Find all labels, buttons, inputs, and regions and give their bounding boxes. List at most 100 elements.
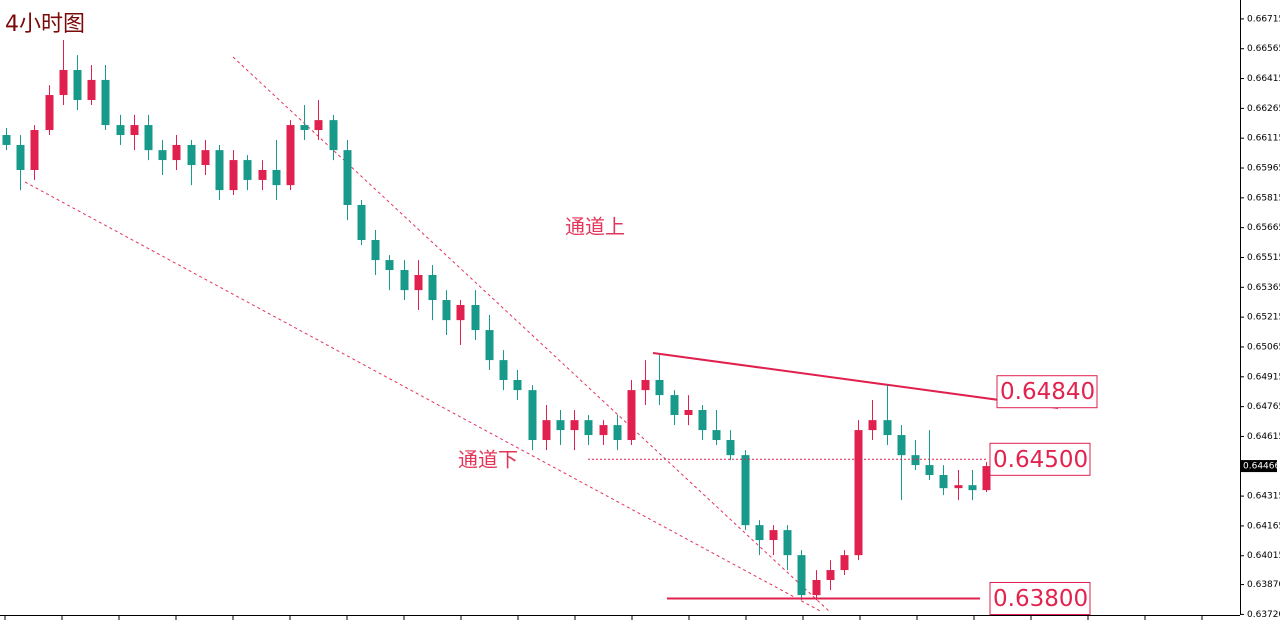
candle-body [272, 170, 281, 186]
y-tick-label: 0.65065 [1247, 342, 1280, 352]
candle-body [726, 440, 735, 456]
candle-body [286, 125, 295, 186]
candle-body [641, 379, 650, 391]
y-tick-label: 0.66565 [1247, 44, 1280, 54]
candle-body [456, 305, 465, 321]
candle-body [314, 120, 323, 131]
candle-body [599, 425, 608, 436]
candle-body [712, 430, 721, 441]
level-label: 0.63800 [993, 586, 1088, 612]
candle-body [371, 239, 380, 261]
candle-body [840, 555, 849, 571]
candle-body [897, 435, 906, 456]
candle-body [968, 485, 977, 491]
candle-body [911, 455, 920, 466]
candle-body [87, 79, 96, 101]
candle-body [201, 150, 210, 166]
candle-body [229, 160, 238, 191]
candle-body [698, 410, 707, 431]
candle-body [925, 465, 934, 476]
candle-body [954, 485, 963, 489]
candle-body [854, 430, 863, 556]
candles [2, 39, 991, 601]
candle-body [556, 420, 565, 431]
annotation: 通道上 [565, 215, 625, 239]
candle-body [982, 466, 991, 491]
candle-body [939, 475, 948, 489]
y-tick-label: 0.64765 [1247, 402, 1280, 412]
candle-body [357, 205, 366, 240]
candle-body [769, 530, 778, 541]
y-tick-label: 0.64615 [1247, 432, 1280, 442]
candle-body [868, 420, 877, 431]
candle-body [684, 410, 693, 415]
candle-body [258, 170, 267, 180]
y-tick-label: 0.64915 [1247, 372, 1280, 382]
resistance-line [652, 352, 1059, 409]
current-price-box [1241, 460, 1277, 473]
upper-channel-line [232, 56, 831, 613]
y-tick-label: 0.65815 [1247, 193, 1280, 203]
y-tick-label: 0.66415 [1247, 74, 1280, 84]
candle-body [670, 395, 679, 415]
candle-body [329, 120, 338, 151]
candle-body [343, 150, 352, 205]
y-tick-label: 0.65515 [1247, 253, 1280, 263]
candle-body [812, 580, 821, 596]
y-tick-label: 0.65215 [1247, 313, 1280, 323]
candle-body [59, 69, 68, 96]
candle-body [442, 300, 451, 321]
candle-body [755, 525, 764, 541]
level-box [996, 375, 1098, 409]
y-tick-label: 0.65665 [1247, 223, 1280, 233]
candle-body [73, 69, 82, 101]
candle-body [471, 305, 480, 331]
candle-body [300, 125, 309, 131]
level-box [989, 442, 1091, 476]
y-tick-label: 0.64015 [1247, 551, 1280, 561]
y-tick-label: 0.64165 [1247, 521, 1280, 531]
candle-body [172, 144, 181, 161]
y-tick-label: 0.66265 [1247, 104, 1280, 114]
candle-body [144, 125, 153, 151]
candle-body [741, 455, 750, 526]
candle-body [2, 135, 11, 145]
level-label: 0.64840 [1000, 379, 1095, 405]
candle-body [627, 390, 636, 441]
candle-body [16, 144, 25, 171]
chart-title: 4小时图 [5, 12, 85, 37]
y-tick-label: 0.66115 [1247, 134, 1280, 144]
candle-body [428, 274, 437, 301]
candle-body [528, 390, 537, 441]
candle-body [130, 125, 139, 136]
candle-body [45, 95, 54, 131]
y-tick-label: 0.64315 [1247, 492, 1280, 502]
level-box [989, 581, 1091, 615]
candle-body [187, 144, 196, 166]
candle-body [101, 79, 110, 126]
candle-body [570, 420, 579, 431]
candle-body [613, 425, 622, 441]
candle-body [116, 125, 125, 136]
candle-body [826, 570, 835, 581]
candle-body [499, 360, 508, 380]
candle-body [584, 420, 593, 436]
candle-body [542, 420, 551, 441]
y-tick-label: 0.66715 [1247, 14, 1280, 24]
candle-body [385, 260, 394, 271]
candle-body [485, 330, 494, 361]
level-label: 0.64500 [993, 447, 1088, 473]
candle-body [883, 420, 892, 436]
candle-body [797, 555, 806, 596]
candle-body [783, 530, 792, 556]
lower-channel-line [24, 181, 823, 613]
candle-body [243, 160, 252, 180]
y-tick-label: 0.65965 [1247, 164, 1280, 174]
candle-body [158, 150, 167, 161]
y-tick-label: 0.65365 [1247, 283, 1280, 293]
candle-body [655, 379, 664, 396]
annotation: 通道下 [458, 448, 518, 472]
candle-body [513, 379, 522, 391]
